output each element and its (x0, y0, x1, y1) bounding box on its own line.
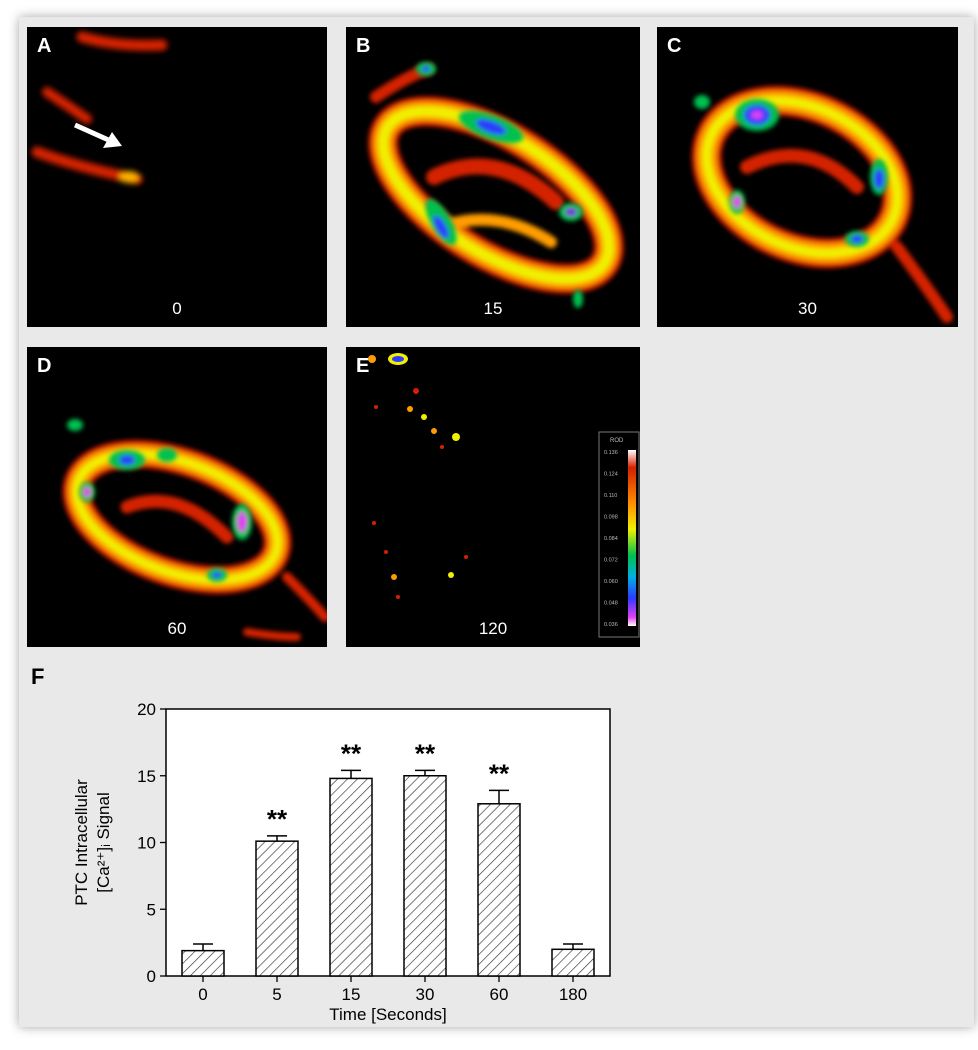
arrow-icon (73, 122, 122, 148)
panel-time: 120 (478, 619, 508, 638)
image-panel-d: D 60 (27, 347, 327, 647)
image-panel-b: B 15 (346, 27, 640, 327)
plot-frame (165, 708, 611, 977)
bar-chart: 0 5 10 15 20 0 5 ** 15 ** 30 ** 60 ** 180 PTC Intracel… (72, 700, 611, 1024)
panel-label-f: F (31, 664, 45, 689)
fluorescence-image-e: ROD 0.1360.1240.1100.0980.0840.0720.0600… (368, 353, 640, 638)
fluorescence-image-d (62, 419, 327, 641)
panel-label: B (356, 35, 371, 57)
bar (551, 948, 595, 977)
color-scale-ticks: 0.136 0.124 0.110 0.098 0.084 0.072 0.060 0.048… (604, 450, 618, 628)
panel-time: 0 (172, 299, 182, 318)
bar (477, 803, 521, 977)
panel-label: C (667, 35, 682, 57)
image-panel-c: C 30 (657, 27, 958, 327)
color-scale-bar: ROD 0.1360.1240.1100.0980.0840.0720.0600… (598, 431, 640, 638)
panel-label: E (356, 355, 370, 377)
fluorescence-image-c (691, 85, 953, 323)
color-scale-tick-label: 0.136 (604, 450, 618, 456)
y-tick-label: 20 (137, 700, 156, 719)
x-axis-label: Time [Seconds] (329, 1005, 446, 1024)
bar (181, 949, 225, 977)
color-scale-tick-label: 0.110 (604, 493, 617, 499)
panel-time: 60 (167, 619, 187, 638)
y-tick-label: 15 (137, 767, 156, 786)
significance-marker: ** (415, 738, 436, 768)
color-scale-title: ROD (610, 438, 624, 444)
significance-marker: ** (341, 738, 362, 768)
bar (403, 775, 447, 977)
x-tick-label: 180 (559, 985, 587, 1004)
color-scale-tick-label: 0.072 (604, 558, 618, 564)
panel-time: 30 (798, 299, 817, 318)
significance-marker: ** (267, 804, 288, 834)
image-panel-a: A 0 (27, 27, 327, 327)
x-tick-label: 0 (198, 985, 207, 1004)
color-scale-tick-label: 0.036 (604, 622, 618, 628)
y-axis-label: PTC Intracellular (72, 779, 91, 906)
x-tick-label: 15 (342, 985, 361, 1004)
panel-label: D (37, 355, 52, 377)
fluorescence-image-a (31, 31, 168, 185)
color-scale-tick-label: 0.084 (604, 536, 618, 542)
y-tick-label: 5 (147, 900, 156, 919)
color-scale-tick-label: 0.124 (604, 472, 618, 478)
panel-label: A (37, 35, 52, 57)
color-scale-tick-label: 0.060 (604, 579, 618, 585)
bar (329, 777, 373, 977)
image-panel-e: ROD 0.136 0.124 0.110 0.098 0.084 0.072 0.060 0… (346, 347, 640, 647)
y-tick-label: 10 (137, 834, 156, 853)
color-scale-tick-label: 0.048 (604, 601, 618, 607)
y-axis-label-line2: [Ca²⁺]ᵢ Signal (94, 792, 113, 892)
x-tick-label: 30 (416, 985, 435, 1004)
x-tick-label: 60 (490, 985, 509, 1004)
y-tick-label: 0 (147, 967, 156, 986)
color-scale-tick-label: 0.098 (604, 515, 618, 521)
panel-time: 15 (483, 299, 503, 318)
bar (255, 840, 299, 977)
significance-marker: ** (489, 758, 510, 788)
fluorescence-image-b (368, 62, 624, 308)
x-tick-label: 5 (272, 985, 281, 1004)
